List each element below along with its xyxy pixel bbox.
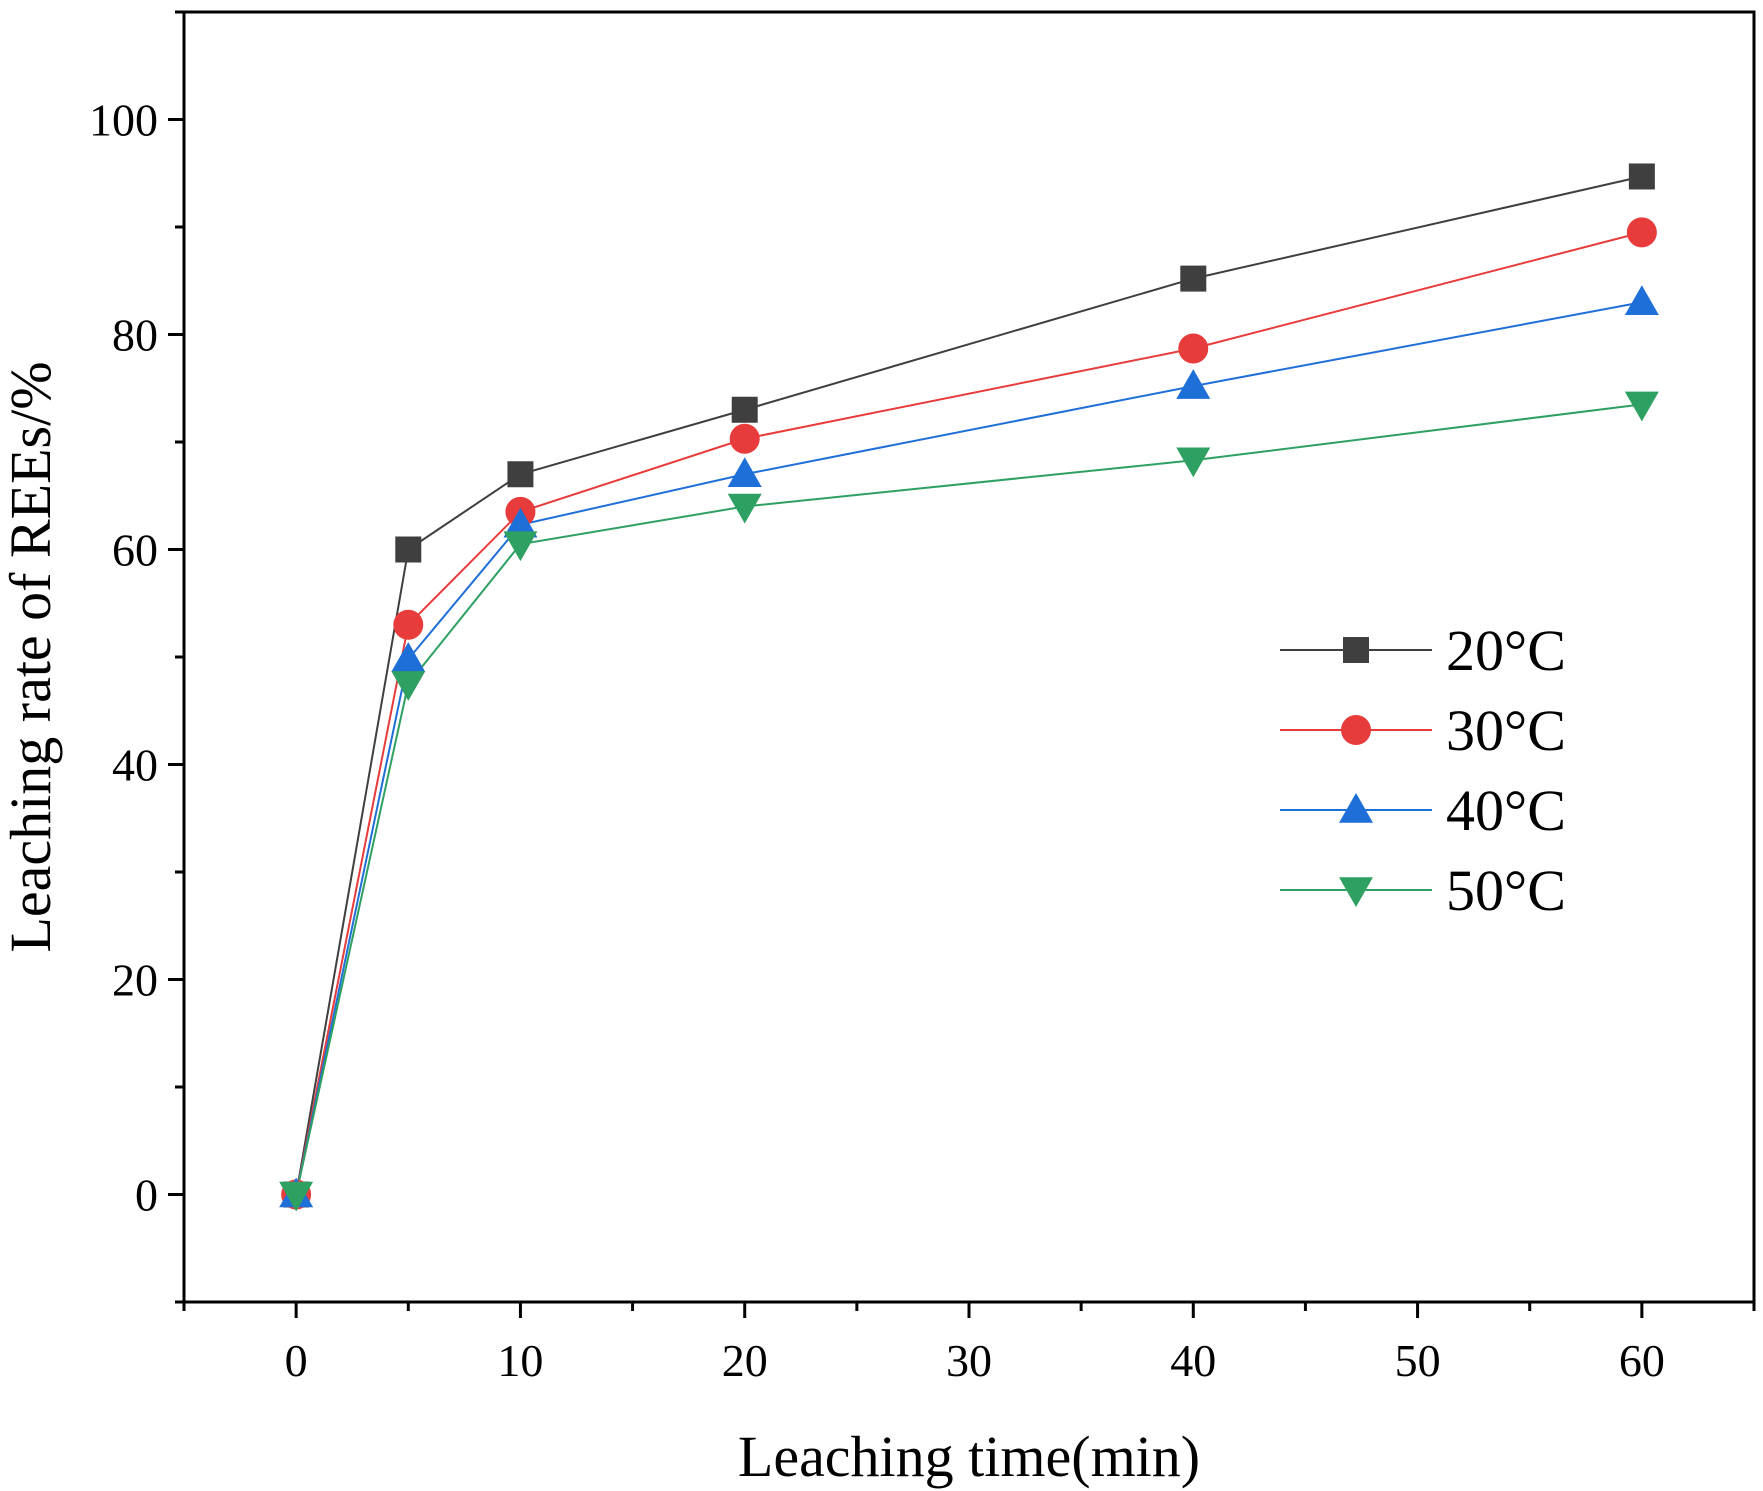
y-axis-title: Leaching rate of REEs/% [0,361,63,952]
y-tick-label: 100 [89,95,158,146]
data-point-series-2 [729,423,760,454]
legend-label: 30°C [1446,698,1566,763]
data-point-series-3 [391,642,426,672]
legend-marker-3 [1339,793,1373,823]
series-line-1 [295,175,1643,1195]
data-point-series-4 [1176,447,1211,478]
data-point-series-4 [391,671,426,701]
y-tick-label: 20 [112,955,158,1006]
x-tick-label: 40 [1170,1335,1216,1386]
legend-marker-4 [1339,877,1373,907]
x-tick-label: 0 [285,1335,308,1386]
series-line-2 [295,231,1643,1195]
data-point-series-2 [1626,217,1657,248]
data-point-series-4 [279,1181,314,1212]
y-axis: 0 20 40 60 80 100 [89,10,184,1304]
data-point-series-3 [1176,369,1211,399]
x-tick-label: 50 [1395,1335,1441,1386]
x-axis-title: Leaching time(min) [738,1424,1200,1489]
legend-label: 50°C [1446,858,1566,923]
legend-label: 40°C [1446,778,1566,843]
x-tick-label: 20 [722,1335,768,1386]
legend-marker-2 [1341,715,1371,745]
series-line-4 [295,403,1642,1195]
data-point-series-1 [395,536,422,563]
data-point-series-4 [1624,391,1659,422]
x-axis: 0 10 20 30 40 50 60 [182,1302,1756,1386]
data-point-series-1 [1180,265,1207,292]
x-tick-label: 60 [1619,1335,1665,1386]
data-point-series-2 [393,609,424,640]
data-point-series-1 [1628,163,1655,190]
data-point-series-3 [503,507,538,538]
series-line-3 [295,301,1643,1195]
data-point-series-3 [727,457,762,487]
y-tick-label: 80 [112,310,158,361]
legend: 20°C 30°C 40°C 50°C [1280,618,1566,923]
data-point-series-1 [507,461,534,488]
data-point-series-4 [727,493,762,524]
y-tick-label: 60 [112,525,158,576]
data-point-series-3 [1624,285,1659,315]
x-tick-label: 30 [946,1335,992,1386]
y-tick-label: 40 [112,740,158,791]
data-point-series-2 [1178,333,1209,364]
x-tick-label: 10 [497,1335,543,1386]
y-tick-label: 0 [135,1170,158,1221]
data-point-series-4 [503,531,538,562]
data-point-series-1 [731,396,758,423]
series-layer [279,163,1659,1212]
legend-label: 20°C [1446,618,1566,683]
legend-marker-1 [1343,637,1369,663]
